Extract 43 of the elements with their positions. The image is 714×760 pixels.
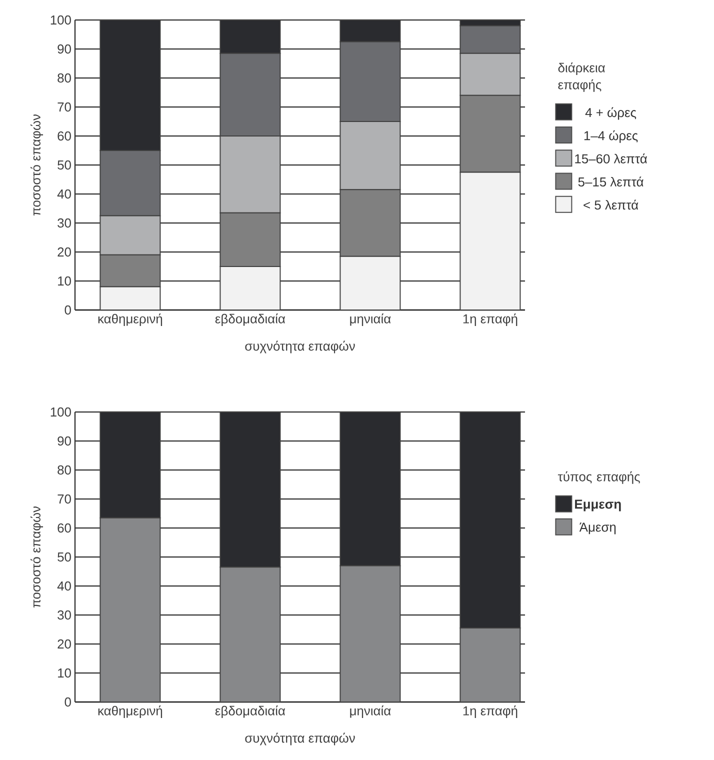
y-tick-label: 70 (58, 102, 71, 112)
y-tick-label: 70 (58, 494, 71, 504)
x-tick-label: εβδομαδιαία (215, 706, 286, 718)
legend-label: 4 + ώρες (585, 107, 636, 120)
legend-label: Άμεση (579, 522, 616, 534)
y-tick-label: 50 (58, 552, 71, 562)
legend-label: 1–4 ώρες (584, 130, 638, 143)
legend-label: 15–60 λεπτά (575, 153, 648, 164)
y-tick-label: 100 (50, 15, 71, 25)
legend-label: Εμμεση (575, 500, 621, 512)
x-tick-label: καθημερινή (98, 706, 162, 718)
y-tick-label: 100 (50, 407, 71, 417)
x-axis-title: συχνότητα επαφών (245, 732, 355, 746)
x-tick-label: 1η επαφή (463, 706, 518, 718)
x-tick-label: 1η επαφή (463, 314, 518, 326)
y-tick-label: 50 (58, 160, 71, 170)
y-tick-label: 30 (58, 610, 71, 620)
legend-title: διάρκεια επαφής (558, 62, 605, 92)
x-tick-label: καθημερινή (98, 314, 162, 326)
x-axis-title: συχνότητα επαφών (245, 340, 355, 354)
y-tick-label: 90 (58, 44, 71, 54)
y-tick-label: 10 (58, 276, 71, 286)
x-tick-label: μηνιαία (350, 314, 391, 326)
y-tick-label: 80 (58, 73, 71, 83)
x-tick-label: εβδομαδιαία (215, 314, 286, 326)
legend-label: 5–15 λεπτά (578, 176, 644, 186)
y-tick-label: 90 (58, 436, 71, 446)
y-tick-label: 0 (64, 305, 71, 315)
x-tick-label: μηνιαία (350, 706, 391, 718)
y-tick-label: 20 (58, 639, 71, 649)
y-axis-title: ποσοστό επαφών (30, 114, 44, 216)
y-tick-label: 30 (58, 218, 71, 228)
y-tick-label: 0 (64, 697, 71, 707)
y-tick-label: 20 (58, 247, 71, 257)
y-tick-label: 80 (58, 465, 71, 475)
legend-label: < 5 λεπτά (584, 200, 638, 210)
y-axis-title: ποσοστό επαφών (30, 506, 44, 608)
y-tick-label: 60 (58, 523, 71, 533)
y-tick-label: 40 (57, 581, 71, 591)
y-tick-label: 40 (57, 189, 71, 199)
legend-title: τύπος επαφής (558, 471, 640, 484)
y-tick-label: 10 (58, 668, 71, 678)
y-tick-label: 60 (58, 131, 71, 141)
